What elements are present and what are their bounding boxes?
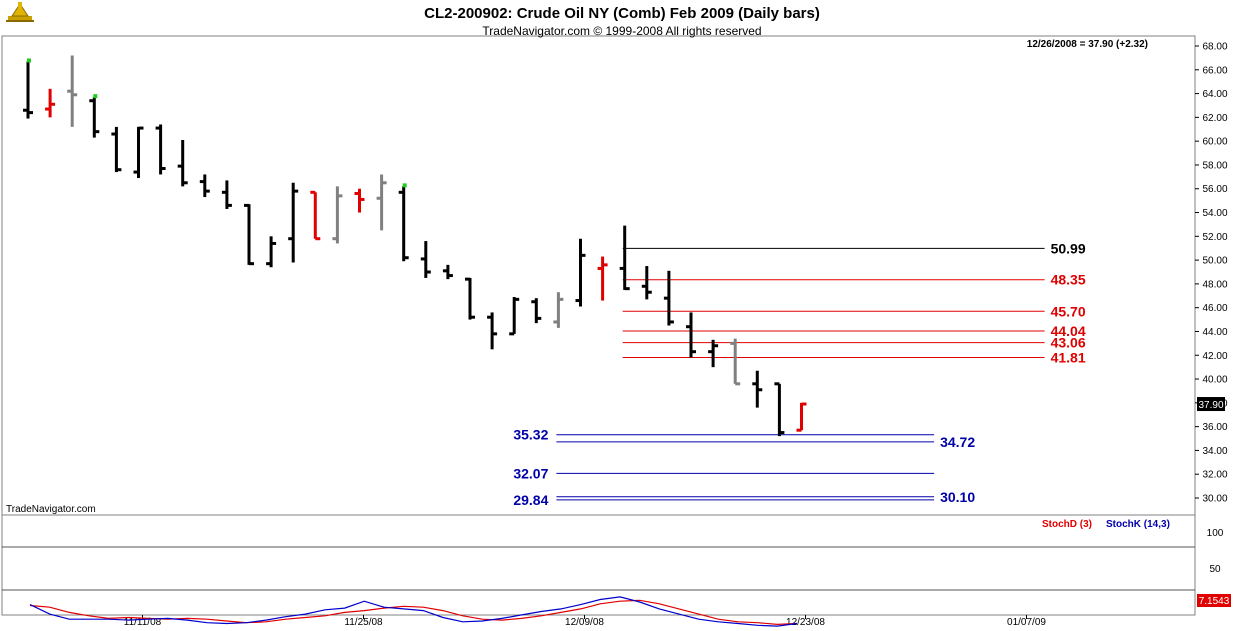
price-tick-label: 68.00 <box>1202 42 1227 53</box>
price-tick-label: 30.00 <box>1202 494 1227 505</box>
price-tick-label: 40.00 <box>1202 375 1227 386</box>
price-tick-label: 42.00 <box>1202 351 1227 362</box>
stoch-k-legend: StochK (14,3) <box>1106 519 1170 530</box>
stoch-d-legend: StochD (3) <box>1042 519 1092 530</box>
ohlc-bar <box>23 58 33 119</box>
price-tick-label: 66.00 <box>1202 65 1227 76</box>
ohlc-bar <box>244 203 254 266</box>
ohlc-bar <box>199 174 210 198</box>
level-label: 44.04 <box>1051 323 1086 339</box>
date-tick-label: 11/25/08 <box>344 617 383 628</box>
ohlc-bar <box>420 241 431 278</box>
ohlc-bar <box>531 298 542 324</box>
watermark: TradeNavigator.com <box>6 504 96 515</box>
date-tick-label: 12/09/08 <box>565 617 604 628</box>
ohlc-bar <box>376 174 387 231</box>
ohlc-bar <box>89 94 100 138</box>
price-tick-label: 50.00 <box>1202 256 1227 267</box>
ohlc-bar <box>487 312 498 350</box>
price-tick-label: 60.00 <box>1202 137 1227 148</box>
level-label: 34.72 <box>940 434 975 450</box>
price-tick-label: 36.00 <box>1202 422 1227 433</box>
level-label: 35.32 <box>513 427 548 443</box>
ohlc-bar <box>45 88 56 118</box>
bar-signal-marker <box>402 183 407 188</box>
price-panel-frame <box>1 35 1196 516</box>
ohlc-bar <box>266 236 277 268</box>
stoch-series-line <box>29 596 798 627</box>
ohlc-bar <box>442 264 453 280</box>
ohlc-bar <box>155 124 166 175</box>
stoch-last-value: 7.1543 <box>1199 596 1230 607</box>
ohlc-bar <box>553 292 564 328</box>
ohlc-bar <box>354 188 365 213</box>
ohlc-bar <box>221 180 232 209</box>
stoch-tick-100: 100 <box>1207 528 1224 539</box>
trade-navigator-logo-icon <box>6 2 34 22</box>
level-label: 48.35 <box>1051 272 1086 288</box>
ohlc-bar <box>597 256 608 301</box>
level-label: 32.07 <box>513 465 548 481</box>
bar-signal-marker <box>93 94 98 99</box>
ohlc-bar <box>398 183 409 262</box>
level-label: 29.84 <box>513 492 548 508</box>
level-label: 43.06 <box>1051 335 1086 351</box>
price-tick-label: 46.00 <box>1202 303 1227 314</box>
price-tick-label: 48.00 <box>1202 279 1227 290</box>
ohlc-bar <box>509 296 520 336</box>
price-tick-label: 54.00 <box>1202 208 1227 219</box>
ohlc-bar <box>575 238 586 307</box>
price-tick-label: 62.00 <box>1202 113 1227 124</box>
ohlc-bar <box>177 139 188 187</box>
price-tick-label: 34.00 <box>1202 446 1227 457</box>
ohlc-bar <box>641 266 652 300</box>
date-tick-label: 11/11/08 <box>124 617 162 628</box>
level-label: 30.10 <box>940 489 975 505</box>
price-tick-label: 32.00 <box>1202 470 1227 481</box>
stoch-tick-50: 50 <box>1209 564 1221 575</box>
ohlc-bar <box>730 338 741 386</box>
ohlc-bar <box>310 190 321 241</box>
last-price-label: 37.90 <box>1198 400 1223 411</box>
stoch-last-value-badge: 7.1543 <box>1197 594 1231 607</box>
level-label: 50.99 <box>1051 240 1086 256</box>
last-quote-label: 12/26/2008 = 37.90 (+2.32) <box>1027 39 1148 50</box>
last-price-badge <box>1197 397 1225 412</box>
ohlc-bar <box>663 270 674 326</box>
ohlc-bar <box>288 182 299 263</box>
price-tick-label: 52.00 <box>1202 232 1227 243</box>
ohlc-bar <box>619 225 630 291</box>
ohlc-bar <box>796 402 807 432</box>
ohlc-bar <box>111 126 122 173</box>
bar-signal-marker <box>27 58 31 63</box>
ohlc-bar <box>708 339 719 368</box>
ohlc-bar <box>67 55 78 127</box>
ohlc-bar <box>133 126 144 179</box>
level-label: 45.70 <box>1051 303 1086 319</box>
ohlc-bar <box>774 382 785 437</box>
stoch-panel-frame <box>1 514 1196 616</box>
ohlc-bar <box>752 370 763 408</box>
price-tick-label: 64.00 <box>1202 89 1227 100</box>
date-tick-label: 01/07/09 <box>1007 617 1046 628</box>
chart-subtitle: TradeNavigator.com © 1999-2008 All right… <box>482 24 761 38</box>
price-tick-label: 58.00 <box>1202 160 1227 171</box>
price-tick-label: 56.00 <box>1202 184 1227 195</box>
chart-title: CL2-200902: Crude Oil NY (Comb) Feb 2009… <box>424 5 820 22</box>
date-tick-label: 12/23/08 <box>786 617 825 628</box>
level-label: 41.81 <box>1051 350 1086 366</box>
ohlc-bar <box>465 277 475 320</box>
ohlc-bar <box>332 186 343 244</box>
price-tick-label: 44.00 <box>1202 327 1227 338</box>
ohlc-bar <box>686 312 696 358</box>
